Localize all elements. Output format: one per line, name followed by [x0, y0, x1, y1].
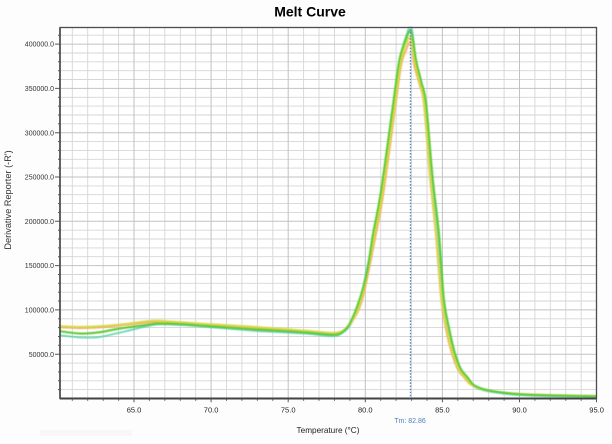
svg-text:95.0: 95.0 — [589, 406, 604, 415]
svg-text:50000.0: 50000.0 — [29, 352, 54, 359]
svg-text:200000.0: 200000.0 — [25, 219, 54, 226]
svg-text:250000.0: 250000.0 — [25, 175, 54, 182]
svg-text:300000.0: 300000.0 — [25, 130, 54, 137]
svg-text:85.0: 85.0 — [435, 406, 450, 415]
svg-text:100000.0: 100000.0 — [25, 308, 54, 315]
svg-text:80.0: 80.0 — [358, 406, 373, 415]
svg-text:90.0: 90.0 — [512, 406, 527, 415]
svg-text:70.0: 70.0 — [204, 406, 219, 415]
svg-text:Derivative Reporter (-R'): Derivative Reporter (-R') — [3, 150, 13, 249]
svg-text:Melt Curve: Melt Curve — [274, 4, 346, 20]
svg-text:Temperature (°C): Temperature (°C) — [297, 426, 360, 435]
svg-text:400000.0: 400000.0 — [25, 42, 54, 49]
svg-text:75.0: 75.0 — [281, 406, 296, 415]
svg-text:350000.0: 350000.0 — [25, 86, 54, 93]
svg-text:65.0: 65.0 — [127, 406, 142, 415]
svg-text:150000.0: 150000.0 — [25, 263, 54, 270]
svg-text:Tm: 82.86: Tm: 82.86 — [394, 418, 426, 425]
